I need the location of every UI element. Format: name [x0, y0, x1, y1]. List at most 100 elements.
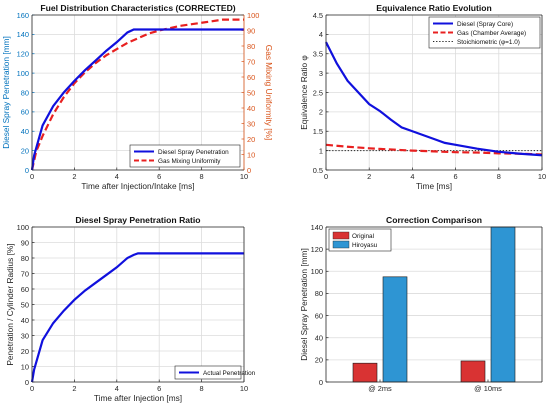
y-tick-label: 10: [21, 362, 29, 371]
y-tick-label: 30: [21, 331, 29, 340]
x-tick-label: 4: [410, 172, 414, 181]
legend-swatch: [332, 240, 350, 249]
y-tick-label: 40: [21, 127, 29, 136]
bar-original-1: [352, 362, 378, 383]
series-line-gas-mixing-uniformity: [30, 18, 244, 171]
y-tick-label: 90: [21, 238, 29, 247]
bar-hiroyasu-2: [490, 226, 516, 383]
legend-label: Actual Penetration: [203, 370, 256, 377]
y-tick-label: 100: [17, 69, 29, 78]
x-tick-label: 4: [115, 384, 119, 393]
y2-tick-label: 30: [247, 119, 255, 128]
y-tick-label: 100: [17, 223, 29, 232]
y-tick-label: 4: [319, 30, 323, 39]
chart-3: Diesel Spray Penetration Ratio Time after…: [5, 215, 256, 403]
y2-tick-label: 40: [247, 104, 255, 113]
chart-title: Equivalence Ratio Evolution: [376, 3, 492, 13]
x-tick-label: 2: [367, 172, 371, 181]
x-tick-label: 6: [454, 172, 458, 181]
chart-1: Fuel Distribution Characteristics (CORRE…: [1, 3, 274, 191]
y-tick-label: 2.5: [313, 88, 323, 97]
chart-2: Equivalence Ratio Evolution Time [ms] Equi…: [299, 3, 546, 191]
x-tick-label: 6: [157, 384, 161, 393]
y-tick-label: 0: [25, 378, 29, 387]
x-tick-label: 8: [200, 172, 204, 181]
x-tick-label: 8: [200, 384, 204, 393]
y-axis-label: Diesel Spray Penetration [mm]: [1, 36, 11, 149]
x-axis-label: Time after Injection/Intake [ms]: [81, 181, 194, 191]
y2-tick-label: 20: [247, 135, 255, 144]
legend-label: Gas Mixing Uniformity: [158, 158, 221, 165]
bar-original-2: [460, 360, 486, 383]
bar-hiroyasu-1: [382, 276, 408, 383]
y-tick-label: 20: [21, 347, 29, 356]
y-tick-label: 1: [319, 146, 323, 155]
legend-label: Gas (Chamber Average): [457, 30, 526, 37]
x-tick-label: 4: [115, 172, 119, 181]
series-line-diesel-spray-core: [325, 41, 543, 157]
chart-4: Correction Comparison Diesel Spray Penetr…: [299, 215, 543, 393]
x-tick-label: 0: [324, 172, 328, 181]
y-tick-label: 60: [315, 311, 323, 320]
y-tick-label: 80: [21, 254, 29, 263]
y-tick-label: 3: [319, 69, 323, 78]
legend-box: [129, 144, 241, 168]
legend-box: [428, 16, 541, 49]
y-tick-label: 40: [315, 334, 323, 343]
y-tick-label: 40: [21, 316, 29, 325]
y2-tick-label: 70: [247, 57, 255, 66]
x-tick-label: 10: [240, 172, 248, 181]
y2-axis-label: Gas Mixing Uniformity [%]: [264, 45, 274, 140]
y-tick-label: 1.5: [313, 127, 323, 136]
x-axis-label: Time after Injection [ms]: [94, 393, 182, 403]
legend-label: Original: [352, 233, 374, 240]
y-tick-label: 60: [21, 285, 29, 294]
x-tick-label: @ 2ms: [368, 384, 392, 393]
series-line-actual-penetration: [30, 252, 244, 383]
y-tick-label: 80: [315, 289, 323, 298]
y2-tick-label: 100: [247, 11, 259, 20]
legend-label: Stoichiometric (φ=1.0): [457, 39, 520, 46]
legend-label: Diesel (Spray Core): [457, 21, 513, 28]
y-tick-label: 50: [21, 300, 29, 309]
legend-swatch: [332, 231, 350, 240]
y-axis-label: Equivalence Ratio φ: [299, 55, 309, 130]
y-tick-label: 4.5: [313, 11, 323, 20]
x-tick-label: 10: [240, 384, 248, 393]
x-tick-label: 0: [30, 172, 34, 181]
y-tick-label: 3.5: [313, 50, 323, 59]
y-tick-label: 0: [25, 166, 29, 175]
y-tick-label: 120: [311, 245, 323, 254]
legend-label: Diesel Spray Penetration: [158, 149, 229, 156]
x-tick-label: 6: [157, 172, 161, 181]
y-tick-label: 70: [21, 269, 29, 278]
y-tick-label: 160: [17, 11, 29, 20]
y-tick-label: 80: [21, 88, 29, 97]
y-tick-label: 0: [319, 378, 323, 387]
y-axis-label: Penetration / Cylinder Radius [%]: [5, 243, 15, 365]
y-tick-label: 120: [17, 50, 29, 59]
y2-tick-label: 50: [247, 88, 255, 97]
x-tick-label: 8: [497, 172, 501, 181]
x-tick-label: 2: [72, 384, 76, 393]
y-tick-label: 100: [311, 267, 323, 276]
x-tick-label: 10: [538, 172, 546, 181]
chart-title: Correction Comparison: [386, 215, 482, 225]
y-tick-label: 2: [319, 108, 323, 117]
y-tick-label: 20: [315, 356, 323, 365]
y2-tick-label: 60: [247, 73, 255, 82]
y2-tick-label: 0: [247, 166, 251, 175]
x-axis-label: Time [ms]: [416, 181, 452, 191]
x-tick-label: 0: [30, 384, 34, 393]
y-tick-label: 140: [17, 30, 29, 39]
y-tick-label: 60: [21, 108, 29, 117]
y2-tick-label: 10: [247, 150, 255, 159]
y2-tick-label: 80: [247, 42, 255, 51]
y2-tick-label: 90: [247, 26, 255, 35]
chart-title: Diesel Spray Penetration Ratio: [75, 215, 200, 225]
series-line-diesel-spray-penetration: [30, 28, 244, 171]
y-tick-label: 140: [311, 223, 323, 232]
x-tick-label: @ 10ms: [474, 384, 502, 393]
legend-box: [174, 365, 242, 380]
